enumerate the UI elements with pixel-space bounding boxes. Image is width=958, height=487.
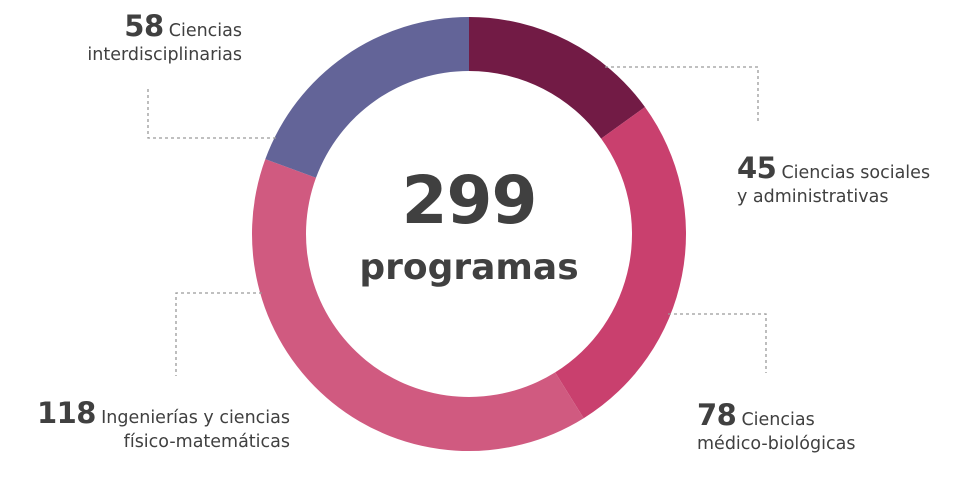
label-medico: 78 Ciencias médico-biológicas	[697, 401, 917, 454]
leader-line-ingenierias	[175, 292, 262, 376]
donut-segment-ingenierias	[252, 159, 584, 452]
category-sociales-line2: y administrativas	[737, 187, 889, 207]
donut-segment-sociales	[469, 17, 645, 139]
value-medico: 78	[697, 398, 737, 432]
donut-segment-interdisciplinarias	[265, 17, 469, 178]
value-sociales: 45	[737, 151, 777, 185]
leader-line-sociales	[605, 66, 759, 123]
donut-segment-medico	[555, 107, 687, 419]
value-ingenierias: 118	[36, 396, 97, 430]
category-ingenierias-line2: físico-matemáticas	[123, 432, 290, 452]
leader-line-interdisciplinarias	[147, 89, 276, 139]
donut-segments	[252, 17, 687, 452]
value-interdisciplinarias: 58	[124, 9, 164, 43]
leader-line-medico	[668, 313, 767, 373]
label-ingenierias: 118 Ingenierías y ciencias físico-matemá…	[10, 399, 290, 452]
label-interdisciplinarias: 58 Ciencias interdisciplinarias	[74, 12, 242, 65]
total-count: 299	[401, 162, 538, 239]
category-ingenierias-line1: Ingenierías y ciencias	[101, 408, 290, 428]
leader-lines	[147, 66, 767, 376]
category-medico-line2: médico-biológicas	[697, 434, 856, 454]
category-sociales-line1: Ciencias sociales	[781, 163, 931, 183]
category-interdisciplinarias-line1: Ciencias	[168, 21, 242, 41]
category-interdisciplinarias-line2: interdisciplinarias	[87, 45, 242, 65]
label-sociales: 45 Ciencias sociales y administrativas	[737, 154, 957, 207]
total-unit-label: programas	[359, 247, 579, 288]
category-medico-line1: Ciencias	[741, 410, 815, 430]
